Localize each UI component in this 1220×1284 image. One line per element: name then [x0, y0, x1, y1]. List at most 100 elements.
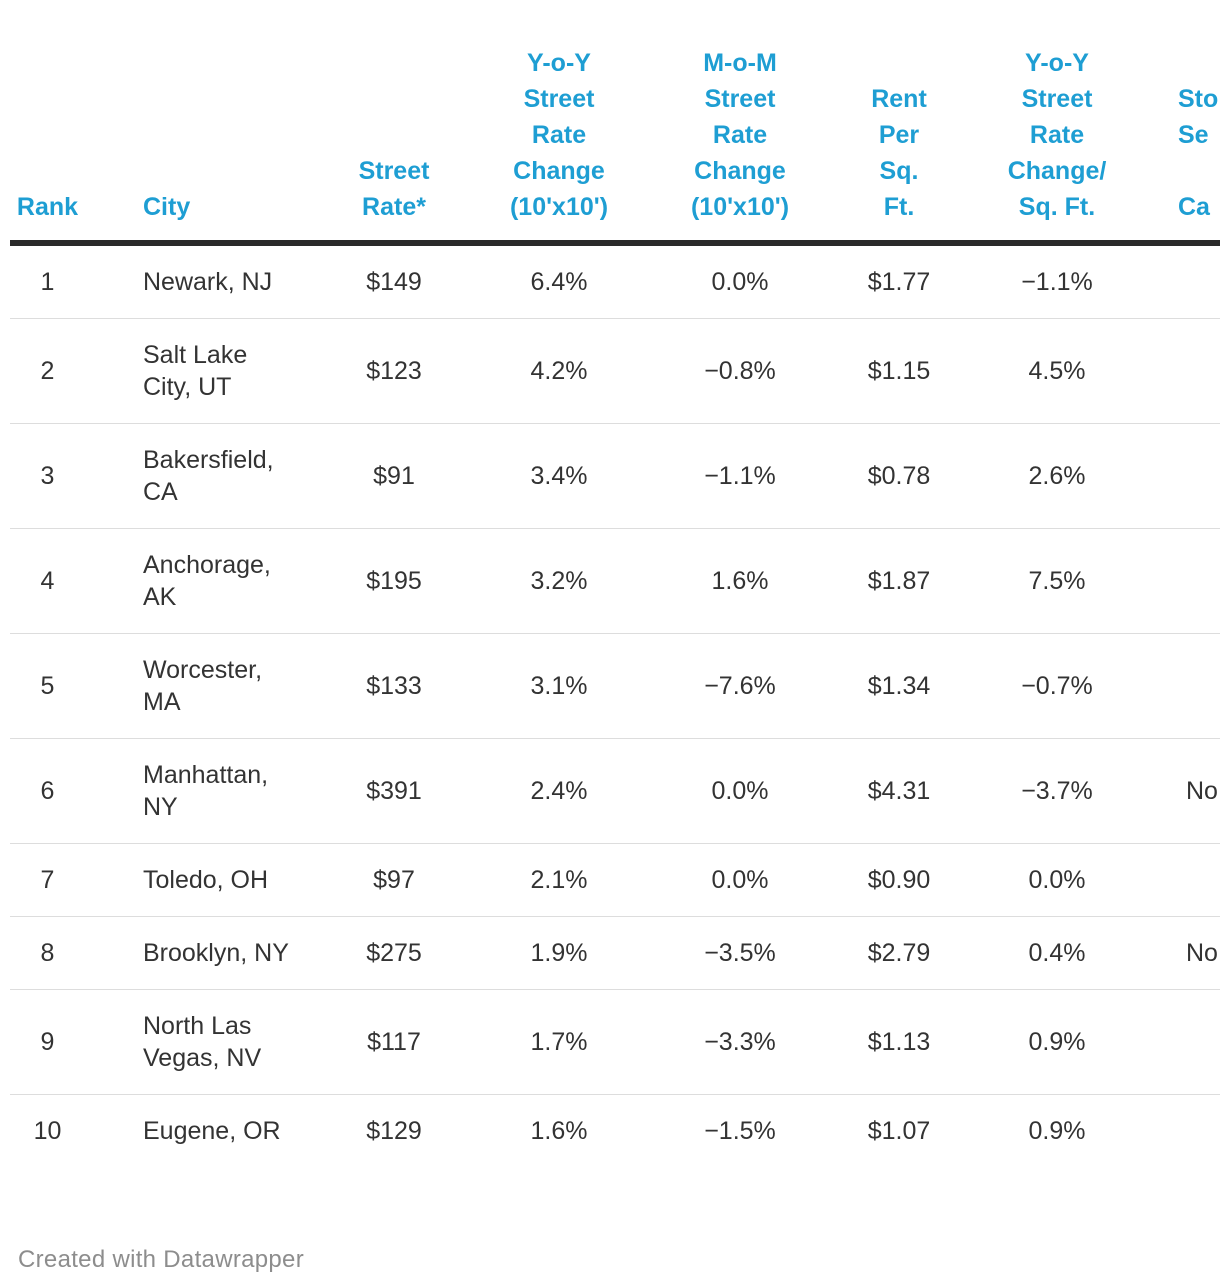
- cell-yoy-change-per-sqft: 4.5%: [1028, 357, 1086, 385]
- header-line: Street: [1021, 85, 1093, 113]
- table-row: 7 Toledo, OH $97 2.1% 0.0% $0.90 0.0%: [10, 843, 1220, 917]
- header-line: Change/: [1007, 157, 1107, 185]
- header-line: Street: [523, 85, 595, 113]
- cell-street-rate: $129: [366, 1117, 422, 1145]
- cell-rent-per-sqft: $0.90: [867, 866, 931, 894]
- cell-clipped: No: [1186, 939, 1218, 967]
- cell-rank: 8: [40, 939, 55, 967]
- cell-city: Bakersfield, CA: [85, 424, 330, 529]
- cell-rent-per-sqft: $2.79: [867, 939, 931, 967]
- cell-yoy-change-per-sqft: 0.9%: [1028, 1117, 1086, 1145]
- cell-city: Salt Lake City, UT: [85, 319, 330, 424]
- header-line: City: [143, 193, 191, 221]
- cell-yoy-change-per-sqft: 7.5%: [1028, 567, 1086, 595]
- cell-yoy-change: 3.4%: [530, 462, 588, 490]
- city-label: Toledo, OH: [143, 866, 269, 894]
- table-body: 1 Newark, NJ $149 6.4% 0.0% $1.77 −1.1% …: [10, 243, 1220, 1167]
- header-line: Street: [704, 85, 776, 113]
- cell-street-rate: $117: [367, 1028, 421, 1056]
- cell-clipped: [1136, 844, 1220, 917]
- cell-rent-per-sqft: $0.78: [867, 462, 931, 490]
- cell-rank: 7: [40, 866, 55, 894]
- cell-mom-change: 0.0%: [711, 268, 769, 296]
- table-row: 10 Eugene, OR $129 1.6% −1.5% $1.07 0.9%: [10, 1094, 1220, 1168]
- cell-yoy-change: 6.4%: [530, 268, 588, 296]
- header-line: Change: [513, 157, 605, 185]
- cell-yoy-change: 3.1%: [530, 672, 588, 700]
- cell-yoy-change-per-sqft: −0.7%: [1021, 672, 1093, 700]
- cell-yoy-change: 1.6%: [530, 1117, 588, 1145]
- column-header-rank: Rank: [10, 0, 85, 243]
- table-row: 8 Brooklyn, NY $275 1.9% −3.5% $2.79 0.4…: [10, 916, 1220, 990]
- cell-rank: 9: [40, 1028, 55, 1056]
- table-row: 4 Anchorage, AK $195 3.2% 1.6% $1.87 7.5…: [10, 528, 1220, 634]
- cell-rank: 5: [40, 672, 55, 700]
- cell-mom-change: −3.5%: [704, 939, 776, 967]
- city-label: Eugene, OR: [143, 1117, 281, 1145]
- cell-yoy-change-per-sqft: 2.6%: [1028, 462, 1086, 490]
- table-row: 6 Manhattan, NY $391 2.4% 0.0% $4.31 −3.…: [10, 738, 1220, 844]
- header-line: Se: [1178, 121, 1209, 149]
- header-line: Y-o-Y: [1025, 49, 1089, 77]
- storage-street-rates-table: Rank City Street Rate* Y-o-Y Street Rate…: [10, 0, 1220, 1167]
- cell-mom-change: −7.6%: [704, 672, 776, 700]
- column-header-rent-per-sqft: Rent Per Sq. Ft.: [820, 0, 978, 243]
- cell-clipped: [1136, 319, 1220, 424]
- cell-city: Eugene, OR: [85, 1095, 330, 1168]
- header-line: Ft.: [883, 193, 915, 221]
- header-line: Change: [694, 157, 786, 185]
- cell-yoy-change: 2.1%: [530, 866, 588, 894]
- cell-clipped: [1136, 529, 1220, 634]
- cell-yoy-change: 1.7%: [530, 1028, 588, 1056]
- cell-rank: 1: [40, 268, 55, 296]
- header-line: Ca: [1178, 193, 1210, 221]
- cell-street-rate: $149: [366, 268, 422, 296]
- cell-clipped: No: [1186, 777, 1218, 805]
- cell-yoy-change-per-sqft: 0.9%: [1028, 1028, 1086, 1056]
- cell-clipped: [1136, 243, 1220, 319]
- cell-clipped: [1136, 634, 1220, 739]
- cell-rent-per-sqft: $4.31: [867, 777, 931, 805]
- cell-street-rate: $275: [366, 939, 422, 967]
- cell-city: North Las Vegas, NV: [85, 990, 330, 1095]
- cell-yoy-change: 4.2%: [530, 357, 588, 385]
- cell-mom-change: 1.6%: [711, 567, 769, 595]
- column-header-street-rate: Street Rate*: [330, 0, 458, 243]
- table-row: 1 Newark, NJ $149 6.4% 0.0% $1.77 −1.1%: [10, 243, 1220, 319]
- cell-yoy-change: 2.4%: [530, 777, 588, 805]
- cell-yoy-change: 3.2%: [530, 567, 588, 595]
- cell-yoy-change-per-sqft: 0.0%: [1028, 866, 1086, 894]
- table-row: 2 Salt Lake City, UT $123 4.2% −0.8% $1.…: [10, 318, 1220, 424]
- city-label: Worcester, MA: [143, 656, 263, 716]
- cell-mom-change: −1.1%: [704, 462, 776, 490]
- cell-rank: 2: [40, 357, 55, 385]
- city-label: Manhattan, NY: [143, 761, 269, 821]
- cell-city: Brooklyn, NY: [85, 917, 330, 990]
- table-row: 9 North Las Vegas, NV $117 1.7% −3.3% $1…: [10, 989, 1220, 1095]
- header-line: (10'x10'): [509, 193, 609, 221]
- header-line: Rate: [712, 121, 768, 149]
- cell-yoy-change-per-sqft: −1.1%: [1021, 268, 1093, 296]
- cell-rent-per-sqft: $1.77: [867, 268, 931, 296]
- cell-rank: 10: [33, 1117, 62, 1145]
- cell-street-rate: $133: [366, 672, 422, 700]
- table-row: 3 Bakersfield, CA $91 3.4% −1.1% $0.78 2…: [10, 423, 1220, 529]
- cell-city: Newark, NJ: [85, 243, 330, 319]
- cell-clipped: [1136, 1095, 1220, 1168]
- cell-city: Toledo, OH: [85, 844, 330, 917]
- cell-street-rate: $123: [366, 357, 422, 385]
- column-header-clipped: Sto Se Ca: [1136, 0, 1220, 243]
- cell-mom-change: −1.5%: [704, 1117, 776, 1145]
- city-label: Anchorage, AK: [143, 551, 271, 611]
- city-label: Newark, NJ: [143, 268, 273, 296]
- header-line: Rate*: [362, 193, 426, 221]
- city-label: Salt Lake City, UT: [143, 341, 248, 401]
- datawrapper-credit-link[interactable]: Created with Datawrapper: [18, 1246, 305, 1273]
- city-label: North Las Vegas, NV: [143, 1012, 262, 1072]
- cell-rent-per-sqft: $1.13: [867, 1028, 931, 1056]
- cell-city: Anchorage, AK: [85, 529, 330, 634]
- city-label: Brooklyn, NY: [143, 939, 289, 967]
- header-line: Rank: [16, 193, 79, 221]
- header-line: Rent: [871, 85, 927, 113]
- city-label: Bakersfield, CA: [143, 446, 274, 506]
